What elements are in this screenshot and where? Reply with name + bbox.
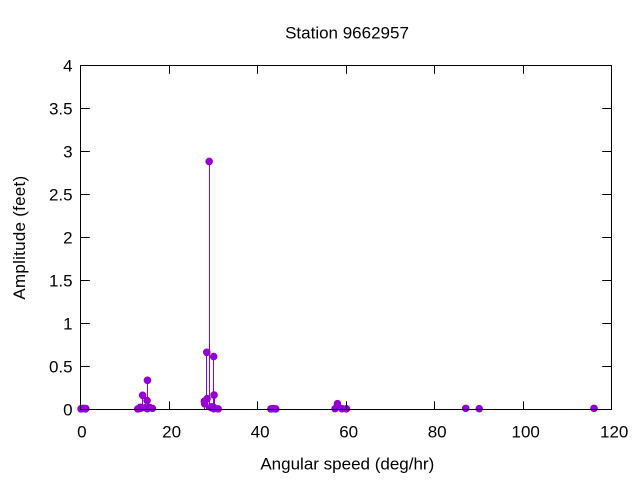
svg-text:0: 0: [77, 422, 86, 441]
svg-text:2: 2: [63, 229, 72, 248]
svg-text:20: 20: [162, 422, 181, 441]
svg-text:Station 9662957: Station 9662957: [285, 24, 409, 43]
svg-text:3.5: 3.5: [49, 100, 73, 119]
svg-text:120: 120: [600, 422, 628, 441]
svg-text:Angular speed (deg/hr): Angular speed (deg/hr): [260, 454, 434, 473]
svg-text:4: 4: [63, 57, 72, 76]
svg-text:60: 60: [339, 422, 358, 441]
svg-text:80: 80: [428, 422, 447, 441]
svg-text:1.5: 1.5: [49, 272, 73, 291]
svg-text:3: 3: [63, 143, 72, 162]
svg-text:100: 100: [511, 422, 539, 441]
svg-text:Amplitude (feet): Amplitude (feet): [10, 176, 29, 300]
svg-text:0: 0: [63, 401, 72, 420]
svg-text:1: 1: [63, 315, 72, 334]
svg-text:0.5: 0.5: [49, 358, 73, 377]
svg-text:40: 40: [251, 422, 270, 441]
svg-text:2.5: 2.5: [49, 186, 73, 205]
